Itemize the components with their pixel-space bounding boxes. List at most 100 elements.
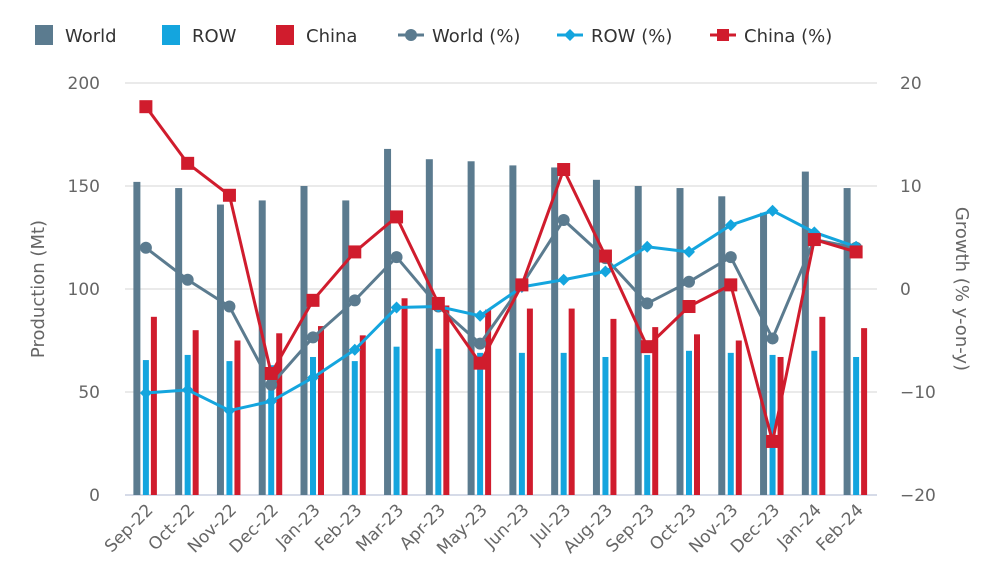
bar-row bbox=[268, 365, 275, 495]
point-china bbox=[807, 233, 821, 247]
point-world bbox=[766, 332, 779, 345]
bar-row bbox=[644, 354, 651, 495]
bar-row bbox=[142, 360, 149, 495]
y-tick-label: 50 bbox=[78, 383, 100, 403]
bar-china bbox=[150, 316, 157, 495]
bar-row bbox=[351, 361, 358, 495]
bar-china bbox=[526, 308, 533, 495]
point-world bbox=[307, 331, 319, 344]
legend-swatch-china bbox=[276, 25, 294, 45]
point-row bbox=[599, 265, 612, 278]
bar-world bbox=[258, 200, 266, 496]
y2-tick-label: 20 bbox=[900, 74, 922, 94]
line-world bbox=[144, 217, 857, 388]
bar-row bbox=[393, 346, 400, 495]
legend-label-row[interactable]: ROW bbox=[192, 26, 237, 47]
legend-label-row[interactable]: ROW (%) bbox=[591, 26, 672, 47]
point-china bbox=[222, 188, 236, 202]
bar-world bbox=[551, 167, 559, 495]
bar-china bbox=[610, 318, 617, 495]
point-row bbox=[265, 395, 278, 408]
bar-china bbox=[819, 316, 826, 495]
y-tick-label: 200 bbox=[68, 74, 100, 94]
point-world bbox=[557, 213, 570, 226]
point-world bbox=[641, 297, 654, 310]
point-row bbox=[683, 245, 695, 258]
bar-row bbox=[686, 350, 692, 495]
point-china bbox=[724, 278, 738, 292]
y-tick-label: 150 bbox=[68, 177, 100, 197]
legend-swatch-row bbox=[162, 25, 180, 45]
bar-china bbox=[443, 305, 450, 495]
point-world bbox=[683, 275, 695, 288]
point-world bbox=[724, 251, 737, 264]
point-world bbox=[265, 378, 278, 391]
point-china bbox=[264, 366, 278, 380]
bar-china bbox=[485, 309, 492, 495]
bar-world bbox=[760, 212, 768, 495]
point-china bbox=[390, 210, 404, 224]
point-world bbox=[139, 241, 152, 254]
line-china bbox=[144, 105, 857, 442]
point-china bbox=[766, 434, 780, 448]
x-tick-label: Sep-22 bbox=[101, 500, 157, 556]
bar-world bbox=[843, 188, 851, 495]
x-tick-label: Mar-23 bbox=[352, 500, 408, 556]
legend-label-world[interactable]: World (%) bbox=[432, 26, 520, 47]
point-world bbox=[390, 251, 403, 264]
bar-china bbox=[694, 334, 700, 495]
bar-row bbox=[811, 350, 818, 495]
y2-tick-label: 10 bbox=[900, 177, 922, 197]
bar-china bbox=[318, 326, 324, 495]
bar-world bbox=[342, 200, 350, 496]
bar-china bbox=[568, 308, 575, 495]
legend-marker-row bbox=[564, 29, 576, 41]
point-row bbox=[223, 404, 236, 417]
bar-row bbox=[727, 352, 734, 495]
y-tick-label: 100 bbox=[68, 280, 100, 300]
bar-world bbox=[384, 148, 392, 496]
point-world bbox=[474, 337, 487, 350]
point-row bbox=[724, 219, 737, 232]
bar-row bbox=[853, 356, 860, 495]
point-world bbox=[223, 300, 236, 313]
bar-china bbox=[276, 333, 283, 495]
point-china bbox=[181, 156, 195, 170]
point-china bbox=[139, 100, 153, 114]
point-china bbox=[682, 300, 696, 314]
bar-row bbox=[310, 356, 316, 495]
bar-row bbox=[435, 348, 442, 495]
point-world bbox=[348, 294, 361, 307]
point-china bbox=[515, 278, 529, 292]
bar-china bbox=[777, 356, 784, 495]
bar-row bbox=[477, 352, 484, 495]
point-china bbox=[306, 293, 320, 307]
point-row bbox=[474, 309, 487, 322]
bar-china bbox=[192, 330, 199, 495]
bar-world bbox=[592, 179, 600, 495]
bar-row bbox=[769, 354, 776, 495]
bar-world bbox=[467, 161, 475, 495]
point-row bbox=[139, 387, 152, 400]
bar-world bbox=[634, 186, 642, 495]
bar-world bbox=[216, 204, 224, 496]
point-china bbox=[598, 249, 612, 263]
point-row bbox=[181, 383, 194, 396]
legend-label-world[interactable]: World bbox=[65, 26, 117, 47]
point-row bbox=[641, 240, 654, 253]
legend-swatch-world bbox=[35, 25, 53, 45]
bar-china bbox=[401, 298, 408, 495]
y-axis-title: Production (Mt) bbox=[28, 220, 49, 358]
y2-axis-title: Growth (% y-on-y) bbox=[951, 207, 972, 371]
legend-label-china[interactable]: China (%) bbox=[744, 26, 832, 47]
legend-marker-china bbox=[717, 29, 729, 41]
point-row bbox=[348, 343, 361, 356]
bar-china bbox=[735, 340, 742, 495]
bar-world bbox=[175, 188, 183, 495]
bar-row bbox=[226, 361, 233, 495]
legend-label-china[interactable]: China bbox=[306, 26, 357, 47]
bar-world bbox=[425, 159, 433, 495]
x-tick-label: Feb-24 bbox=[813, 500, 868, 555]
bar-china bbox=[359, 335, 366, 495]
